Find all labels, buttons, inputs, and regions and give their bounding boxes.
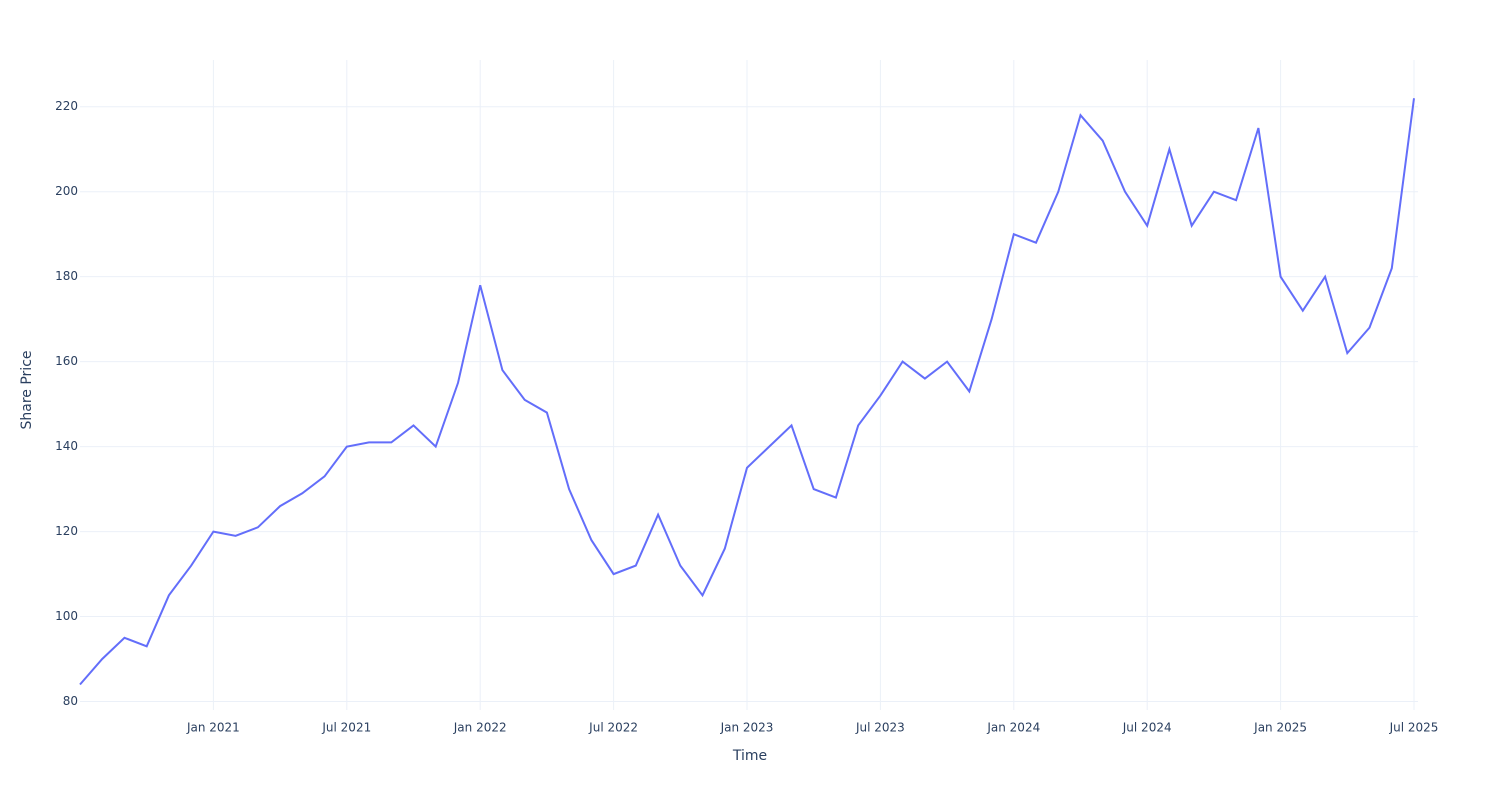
x-axis-title: Time (732, 748, 767, 764)
y-tick-label: 80 (63, 694, 78, 708)
y-tick-label: 140 (55, 439, 78, 453)
y-tick-label: 160 (55, 354, 78, 368)
x-tick-label: Jul 2022 (588, 721, 638, 735)
y-axis-title: Share Price (19, 350, 35, 429)
y-tick-label: 120 (55, 524, 78, 538)
x-tick-label: Jan 2024 (986, 721, 1040, 735)
x-tick-label: Jul 2023 (855, 721, 905, 735)
price-line (79, 98, 1415, 686)
x-tick-label: Jan 2022 (453, 721, 507, 735)
y-tick-label: 220 (55, 99, 78, 113)
y-tick-label: 180 (55, 269, 78, 283)
x-tick-label: Jan 2023 (720, 721, 774, 735)
x-tick-label: Jul 2025 (1389, 721, 1439, 735)
y-tick-label: 100 (55, 609, 78, 623)
y-tick-label: 200 (55, 184, 78, 198)
x-tick-label: Jan 2025 (1253, 721, 1307, 735)
x-tick-label: Jul 2024 (1122, 721, 1172, 735)
x-tick-label: Jul 2021 (321, 721, 371, 735)
x-tick-label: Jan 2021 (186, 721, 240, 735)
